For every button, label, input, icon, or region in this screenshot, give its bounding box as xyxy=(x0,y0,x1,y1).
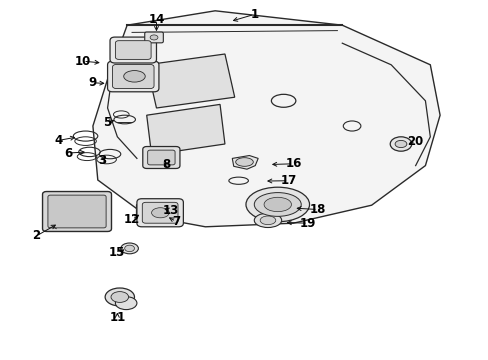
FancyBboxPatch shape xyxy=(142,202,178,223)
Ellipse shape xyxy=(156,205,163,210)
Ellipse shape xyxy=(105,288,134,306)
Ellipse shape xyxy=(235,158,253,166)
Ellipse shape xyxy=(394,140,406,148)
Text: 17: 17 xyxy=(280,174,296,187)
FancyBboxPatch shape xyxy=(107,61,159,92)
Text: 14: 14 xyxy=(148,13,164,26)
Ellipse shape xyxy=(254,193,301,216)
Text: 9: 9 xyxy=(89,76,97,89)
Text: 6: 6 xyxy=(64,147,72,159)
FancyBboxPatch shape xyxy=(147,150,175,165)
Text: 16: 16 xyxy=(285,157,301,170)
FancyBboxPatch shape xyxy=(144,32,163,43)
Text: 5: 5 xyxy=(103,116,111,129)
FancyBboxPatch shape xyxy=(154,202,165,212)
FancyBboxPatch shape xyxy=(112,64,154,89)
Text: 18: 18 xyxy=(309,203,325,216)
Text: 10: 10 xyxy=(75,55,91,68)
Text: 20: 20 xyxy=(407,135,423,148)
Polygon shape xyxy=(146,104,224,155)
Text: 2: 2 xyxy=(33,229,41,242)
FancyBboxPatch shape xyxy=(42,192,111,231)
Text: 19: 19 xyxy=(299,217,316,230)
Text: 13: 13 xyxy=(163,204,179,217)
Text: 11: 11 xyxy=(109,311,125,324)
Text: 1: 1 xyxy=(250,8,258,21)
Polygon shape xyxy=(146,54,234,108)
Ellipse shape xyxy=(254,213,281,228)
FancyBboxPatch shape xyxy=(48,195,106,228)
FancyBboxPatch shape xyxy=(137,199,183,227)
Text: 3: 3 xyxy=(99,154,106,167)
Polygon shape xyxy=(232,156,258,169)
FancyBboxPatch shape xyxy=(115,41,151,59)
Text: 7: 7 xyxy=(172,215,180,228)
Text: 12: 12 xyxy=(123,213,140,226)
Ellipse shape xyxy=(115,297,137,310)
Ellipse shape xyxy=(260,216,275,225)
Polygon shape xyxy=(93,11,439,227)
Ellipse shape xyxy=(245,187,309,222)
Ellipse shape xyxy=(111,292,128,302)
Text: 15: 15 xyxy=(109,246,125,259)
Ellipse shape xyxy=(124,245,134,252)
Ellipse shape xyxy=(150,35,158,40)
Ellipse shape xyxy=(121,243,138,254)
Ellipse shape xyxy=(264,197,291,212)
FancyBboxPatch shape xyxy=(142,147,180,168)
Ellipse shape xyxy=(151,208,169,218)
Text: 8: 8 xyxy=(162,158,170,171)
FancyBboxPatch shape xyxy=(110,37,156,63)
FancyBboxPatch shape xyxy=(136,204,150,217)
Ellipse shape xyxy=(123,71,145,82)
Text: 4: 4 xyxy=(55,134,62,147)
Ellipse shape xyxy=(389,137,411,151)
